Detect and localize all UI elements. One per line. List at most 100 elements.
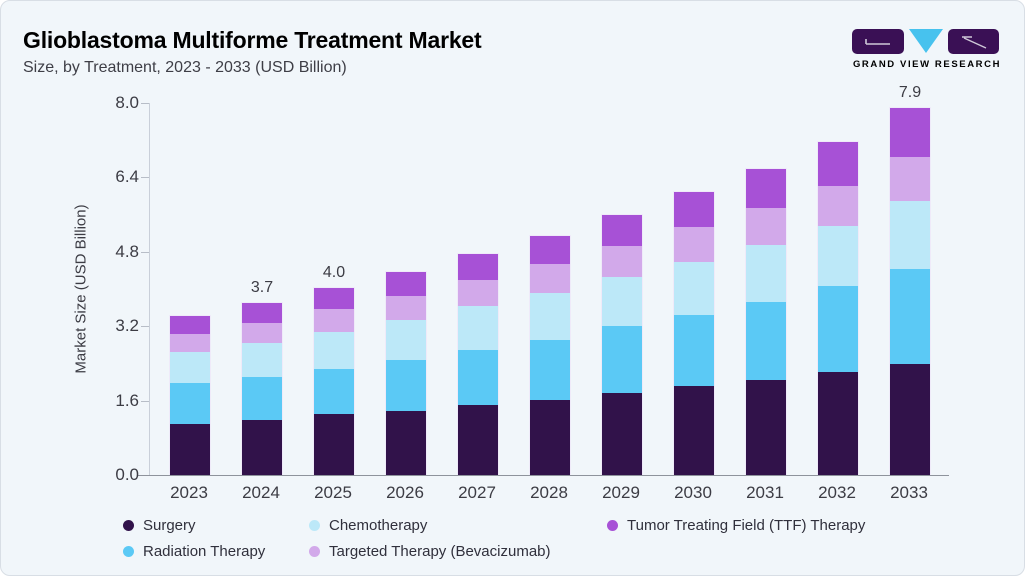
x-tick-label: 2028 [530,483,568,502]
legend-dot-icon [123,519,134,531]
y-tick-mark [141,400,149,402]
legend-dot-icon [607,519,618,531]
brand-text: GRAND VIEW RESEARCH [852,59,1002,70]
bar-segment [386,410,426,475]
page-title: Glioblastoma Multiforme Treatment Market [23,27,482,53]
bar-segment [242,303,282,323]
legend-label: Tumor Treating Field (TTF) Therapy [627,516,866,534]
bar-value-label: 4.0 [322,264,346,282]
y-tick-mark [141,251,149,253]
y-tick-label: 8.0 [115,93,139,112]
bar-segment [170,423,210,475]
y-tick-label: 4.8 [115,241,139,261]
bar-segment [602,246,642,278]
y-tick-label: 0.0 [115,465,139,484]
bar-segment [314,414,354,475]
x-axis-baseline [137,475,949,476]
bar-2032 [818,141,858,475]
bar-segment [602,277,642,327]
bar-segment [890,268,930,364]
bar-2031 [746,168,786,475]
x-tick-label: 2031 [746,483,784,502]
legend: Surgery Chemotherapy Tumor Treating Field … [123,512,1003,564]
bar-2030 [674,191,714,475]
bar-segment [746,168,786,208]
bar-segment [242,420,282,475]
bar-segment [170,383,210,424]
bar-segment [458,279,498,307]
bar-segment [170,334,210,353]
bar-segment [674,191,714,228]
y-tick-mark [141,177,149,179]
bar-segment [602,393,642,475]
legend-dot-icon [123,545,134,557]
bar-segment [386,272,426,296]
bar-segment [530,339,570,401]
bar-segment [818,285,858,373]
y-axis-title: Market Size (USD Billion) [72,204,90,374]
bar-segment [170,316,210,335]
bar-segment [746,244,786,302]
bar-segment [746,207,786,245]
bar-2033 [890,108,930,475]
bar-2026 [386,272,426,475]
legend-label: Surgery [143,516,196,534]
legend-label: Chemotherapy [329,516,428,534]
bar-2029 [602,214,642,475]
bar-segment [386,295,426,321]
bar-segment [530,235,570,265]
gvr-logo-icon [852,29,999,54]
bar-2027 [458,253,498,475]
bar-segment [458,306,498,351]
bar-segment [746,379,786,475]
bar-segment [890,157,930,202]
bar-segment [602,214,642,247]
x-tick-label: 2032 [818,483,856,502]
bar-segment [458,350,498,406]
bar-segment [818,372,858,475]
x-tick-label: 2033 [890,483,928,502]
bar-segment [890,201,930,269]
bar-segment [242,377,282,421]
bar-2028 [530,235,570,475]
x-tick-label: 2030 [674,483,712,502]
bar-segment [242,342,282,378]
x-tick-label: 2027 [458,483,496,502]
bar-segment [170,352,210,384]
bar-segment [602,326,642,394]
bar-segment [530,293,570,340]
bar-segment [818,225,858,286]
bar-segment [386,360,426,411]
x-tick-label: 2025 [314,483,352,502]
bar-value-label: 7.9 [898,84,922,102]
y-tick-mark [141,326,149,328]
bar-2023 [170,316,210,475]
x-tick-label: 2024 [242,483,280,502]
bar-segment [458,253,498,280]
legend-item: Tumor Treating Field (TTF) Therapy [607,517,1003,534]
y-tick-label: 3.2 [115,316,139,336]
y-tick-mark [141,103,149,104]
legend-label: Targeted Therapy (Bevacizumab) [329,542,551,560]
bar-segment [314,309,354,332]
plot-area: 3.7 4.0 7.9 [149,84,950,475]
bar-2025 [314,288,354,475]
y-tick-label: 6.4 [115,167,139,187]
bar-2024 [242,303,282,475]
bar-value-label: 3.7 [250,279,274,297]
bar-segment [314,331,354,369]
legend-dot-icon [309,519,320,531]
bar-segment [530,264,570,294]
bar-segment [314,288,354,310]
legend-label: Radiation Therapy [143,542,266,560]
bar-segment [386,320,426,361]
bar-segment [818,185,858,226]
bar-segment [818,141,858,186]
y-tick-label: 1.6 [115,390,139,410]
legend-dot-icon [309,545,320,557]
bar-segment [674,385,714,475]
page-subtitle: Size, by Treatment, 2023 - 2033 (USD Bil… [23,59,347,76]
bar-segment [530,400,570,475]
legend-item: Chemotherapy [309,517,607,534]
